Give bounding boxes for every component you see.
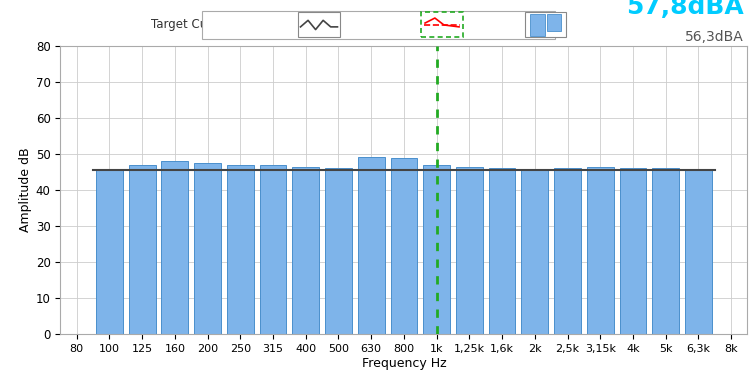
X-axis label: Frequency Hz: Frequency Hz <box>362 357 446 369</box>
Text: Measure: Measure <box>413 18 464 31</box>
Text: 57,8dBA: 57,8dBA <box>626 0 744 19</box>
Bar <box>129 165 156 334</box>
Bar <box>522 169 548 334</box>
Text: Target Curve: Target Curve <box>151 18 226 31</box>
Bar <box>456 167 482 334</box>
Bar <box>587 167 614 334</box>
Y-axis label: Amplitude dB: Amplitude dB <box>19 148 32 232</box>
Bar <box>488 169 516 334</box>
Bar <box>325 169 352 334</box>
Bar <box>358 157 384 334</box>
Bar <box>424 165 450 334</box>
Bar <box>652 169 679 334</box>
Bar <box>390 158 418 334</box>
Bar <box>162 161 188 334</box>
Bar <box>194 163 221 334</box>
Bar <box>292 167 319 334</box>
Bar <box>260 165 286 334</box>
Bar <box>685 169 712 334</box>
Text: Background: Background <box>273 18 344 31</box>
Bar <box>96 170 123 334</box>
Text: 56,3dBA: 56,3dBA <box>685 30 744 44</box>
Bar <box>554 169 581 334</box>
Bar <box>227 165 254 334</box>
Bar <box>620 168 646 334</box>
